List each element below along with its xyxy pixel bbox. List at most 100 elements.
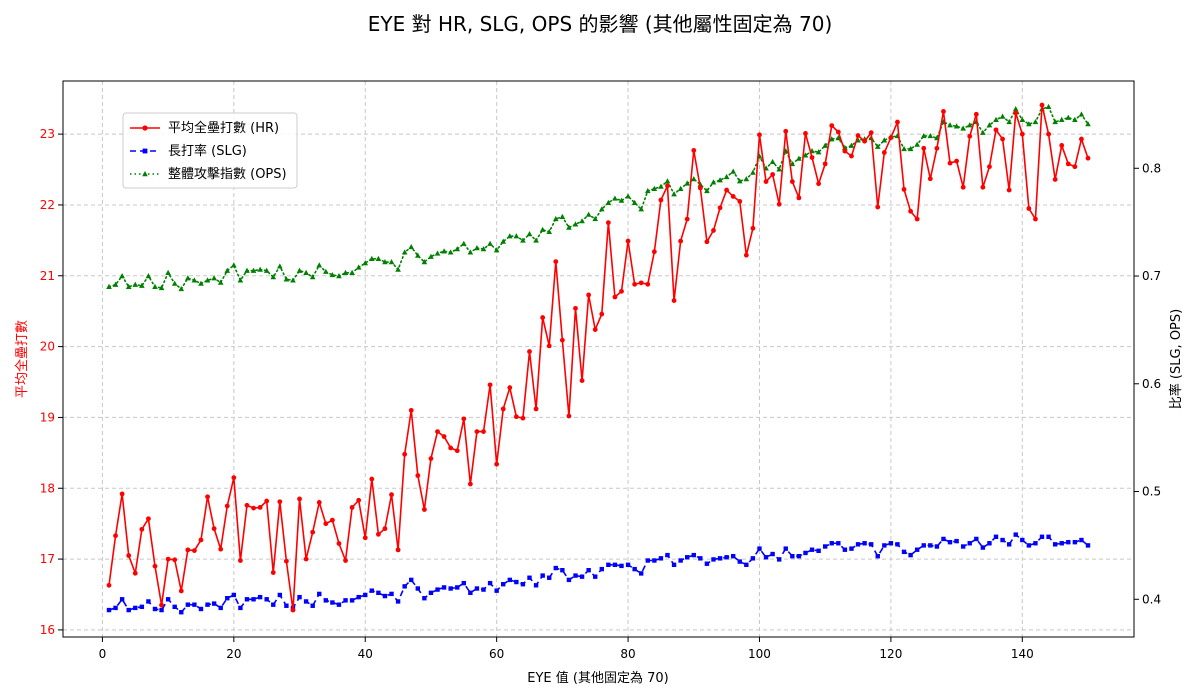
data-point [927,132,934,139]
data-point [317,591,322,597]
data-point [158,284,165,291]
data-point [1066,539,1071,545]
data-point [402,451,408,457]
data-point [836,541,841,546]
legend-box [122,112,298,189]
data-point [146,516,151,522]
axes: 0 20 40 60 80 100 120 140 16 17 18 19 20 21 22 23 0.4 0.5… [40,127,1161,661]
data-point [428,590,434,596]
data-point [842,547,848,552]
data-point [309,274,316,280]
data-point [980,545,986,550]
data-point [941,109,946,114]
data-point [816,181,822,187]
data-point [316,500,322,505]
data-point [796,155,802,161]
data-point [1019,116,1026,122]
data-point [783,546,788,551]
x-axis-label: EYE 值 (其他固定為 70) [527,670,668,686]
data-point [737,199,743,204]
data-point [303,269,309,275]
data-point [238,605,243,611]
data-point [1039,534,1045,539]
data-point [941,536,946,542]
data-point [1033,216,1038,222]
data-point [553,565,558,571]
data-point [908,552,913,558]
data-point [573,305,578,311]
data-point [652,558,657,563]
data-point [822,142,828,148]
data-point [546,343,552,349]
data-point [1072,116,1078,122]
data-point [1020,537,1025,543]
data-point [329,271,336,278]
data-point [119,273,125,279]
data-point [467,249,474,255]
data-point [533,583,539,588]
legend-marker [142,148,148,154]
data-point [612,195,618,201]
data-point [901,145,907,152]
data-point [776,166,782,172]
data-point [178,285,185,292]
data-point [408,407,414,413]
data-point [625,562,631,568]
data-point [848,142,855,148]
data-point [790,553,795,559]
data-point [323,598,329,603]
data-point [789,179,795,184]
y-axis-label-right: 比率 (SLG, OPS) [1168,309,1184,409]
data-point [592,215,599,222]
data-point [106,283,112,290]
data-point [468,590,473,596]
data-point [987,164,992,170]
data-point [665,183,670,189]
data-point [323,521,329,527]
data-point [342,269,349,275]
data-point [717,177,723,183]
data-point [474,429,480,434]
data-point [684,216,690,222]
data-point [126,553,132,558]
data-point [1058,116,1065,122]
data-point [369,476,375,482]
data-point [882,543,887,548]
data-point [132,570,138,576]
data-point [290,607,296,613]
data-point [835,135,842,141]
legend-label: 長打率 (SLG) [168,143,247,159]
data-point [1039,102,1045,108]
legend-marker [142,125,148,131]
data-point [514,579,519,585]
data-point [362,535,368,541]
data-point [277,263,283,269]
data-point [927,176,933,182]
data-point [763,555,769,560]
data-point [967,133,973,139]
data-point [106,607,112,613]
x-tick-label: 0 [99,647,107,661]
data-point [829,123,835,129]
data-point [1072,539,1078,545]
data-point [185,275,191,281]
legend-item: 長打率 (SLG) [130,143,247,159]
data-point [973,111,979,117]
data-point [552,215,559,222]
data-point [284,603,289,608]
data-point [828,136,835,142]
data-point [547,575,552,580]
data-point [231,475,237,481]
data-point [842,148,848,154]
data-point [579,574,585,579]
data-point [849,546,854,551]
data-point [665,552,670,558]
data-point [363,592,368,598]
data-point [461,580,467,586]
chart-title: EYE 對 HR, SLG, OPS 的影響 (其他屬性固定為 70) [368,12,833,36]
data-point [987,541,992,546]
y-right-tick-label: 0.4 [1142,592,1161,606]
data-point [323,268,329,274]
data-point [192,548,197,553]
